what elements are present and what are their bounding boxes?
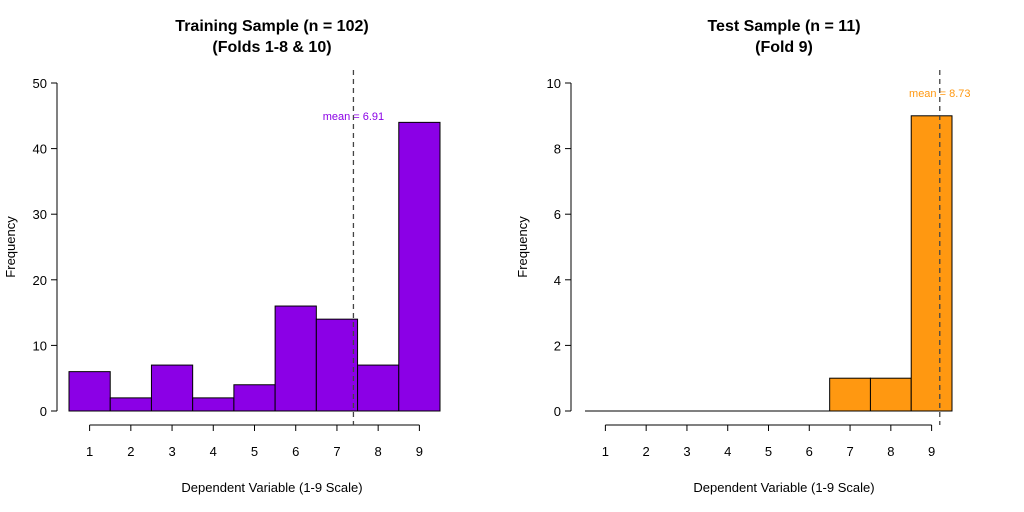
histogram-bar <box>150 364 194 412</box>
y-tick-label: 2 <box>554 338 561 353</box>
x-tick-label: 3 <box>683 444 690 459</box>
chart-subtitle: (Folds 1-8 & 10) <box>212 39 331 56</box>
chart-title: Training Sample (n = 102) <box>175 18 368 35</box>
y-tick-label: 20 <box>33 273 47 288</box>
histogram-bar <box>357 364 400 412</box>
x-tick-label: 6 <box>292 444 299 459</box>
x-tick-label: 3 <box>168 444 175 459</box>
x-tick-label: 6 <box>806 444 813 459</box>
x-tick-label: 5 <box>251 444 258 459</box>
y-tick-label: 30 <box>33 207 47 222</box>
x-tick-label: 8 <box>375 444 382 459</box>
y-tick-label: 0 <box>554 404 561 419</box>
y-tick-label: 4 <box>554 273 561 288</box>
y-tick-label: 6 <box>554 207 561 222</box>
histogram-bar <box>829 377 871 412</box>
histogram-bar <box>315 318 359 412</box>
histogram-bar <box>910 115 953 412</box>
x-tick-label: 7 <box>846 444 853 459</box>
histogram-bar <box>109 397 152 412</box>
y-tick-label: 10 <box>33 338 47 353</box>
y-tick-label: 50 <box>33 76 47 91</box>
mean-label: mean = 6.91 <box>323 111 384 123</box>
mean-label: mean = 8.73 <box>909 88 970 100</box>
x-tick-label: 2 <box>127 444 134 459</box>
x-tick-label: 8 <box>887 444 894 459</box>
x-tick-label: 9 <box>416 444 423 459</box>
y-tick-label: 8 <box>554 142 561 157</box>
x-tick-label: 5 <box>765 444 772 459</box>
histogram-bar <box>398 121 441 412</box>
chart-subtitle: (Fold 9) <box>755 39 813 56</box>
y-axis-label: Frequency <box>3 216 18 278</box>
histogram-bar <box>233 384 276 412</box>
x-tick-label: 4 <box>724 444 731 459</box>
histogram-bar <box>192 397 235 412</box>
y-tick-label: 10 <box>547 76 561 91</box>
x-axis-label: Dependent Variable (1-9 Scale) <box>693 480 874 495</box>
histogram-bar <box>68 371 111 412</box>
x-tick-label: 2 <box>643 444 650 459</box>
y-axis-label: Frequency <box>515 216 530 278</box>
chart-title: Test Sample (n = 11) <box>707 18 860 35</box>
chart-panel-1: Training Sample (n = 102) (Folds 1-8 & 10… <box>3 18 441 495</box>
y-tick-label: 0 <box>40 404 47 419</box>
x-tick-label: 9 <box>928 444 935 459</box>
x-axis-label: Dependent Variable (1-9 Scale) <box>181 480 362 495</box>
histogram-bar <box>274 305 317 412</box>
x-tick-label: 1 <box>602 444 609 459</box>
histogram-bar <box>869 377 912 412</box>
x-tick-label: 4 <box>210 444 217 459</box>
x-tick-label: 1 <box>86 444 93 459</box>
y-tick-label: 40 <box>33 142 47 157</box>
x-tick-label: 7 <box>333 444 340 459</box>
